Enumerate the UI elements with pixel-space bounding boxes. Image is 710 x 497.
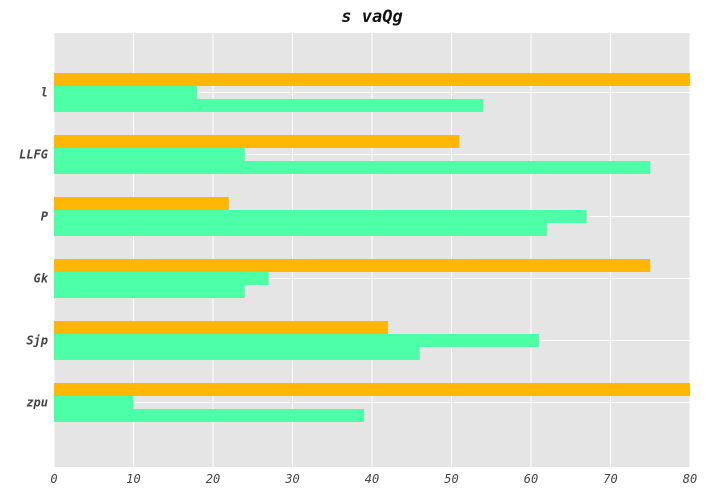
- category-label: Gk: [34, 272, 49, 286]
- x-tick-label: 30: [284, 472, 299, 486]
- x-tick-label: 50: [444, 472, 458, 486]
- x-tick-label: 60: [524, 472, 538, 486]
- bar-P-series-1: [54, 197, 229, 210]
- category-label: l: [41, 86, 48, 100]
- bar-l-series-2: [54, 86, 198, 99]
- bar-Gk-series-3: [54, 285, 245, 298]
- category-label: zpu: [26, 396, 48, 410]
- x-tick-label: 70: [603, 472, 617, 486]
- x-axis-ticks: 0 10 20 30 40 50 60 70 80: [50, 472, 697, 486]
- bars: [54, 73, 690, 422]
- bar-zpu-series-1: [54, 383, 690, 396]
- bar-zpu-series-3: [54, 409, 365, 422]
- bar-Gk-series-1: [54, 259, 651, 272]
- bar-LLFG-series-3: [54, 161, 651, 174]
- bar-l-series-1: [54, 73, 690, 86]
- bar-l-series-3: [54, 99, 484, 112]
- bar-LLFG-series-2: [54, 148, 245, 161]
- category-label: P: [41, 210, 49, 224]
- x-tick-label: 80: [683, 472, 697, 486]
- bar-P-series-3: [54, 223, 547, 236]
- x-tick-label: 20: [206, 472, 220, 486]
- y-axis-categories: l LLFG P Gk Sjp zpu: [19, 86, 49, 410]
- chart-title: s vaQg: [341, 7, 402, 27]
- x-tick-label: 10: [126, 472, 140, 486]
- category-label: LLFG: [19, 148, 48, 162]
- bar-Sjp-series-3: [54, 347, 420, 360]
- x-tick-label: 40: [365, 472, 379, 486]
- bar-LLFG-series-1: [54, 135, 460, 148]
- bar-Gk-series-2: [54, 272, 269, 285]
- bar-P-series-2: [54, 210, 587, 223]
- x-tick-label: 0: [50, 472, 57, 486]
- bar-Sjp-series-2: [54, 334, 539, 347]
- category-label: Sjp: [26, 334, 48, 348]
- bar-Sjp-series-1: [54, 321, 388, 334]
- bar-zpu-series-2: [54, 396, 134, 409]
